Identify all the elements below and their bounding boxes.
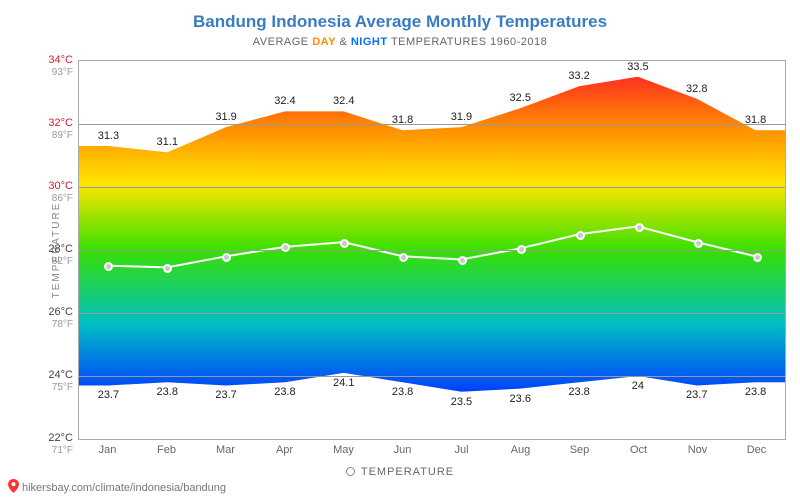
value-label: 23.7 (215, 389, 236, 401)
chart-title: Bandung Indonesia Average Monthly Temper… (0, 0, 800, 32)
value-label: 31.9 (451, 111, 472, 123)
x-tick: May (333, 444, 354, 456)
value-label: 31.1 (157, 136, 178, 148)
avg-marker (694, 239, 703, 248)
value-label: 32.4 (274, 95, 295, 107)
value-label: 31.9 (215, 111, 236, 123)
value-label: 23.7 (686, 389, 707, 401)
y-tick-c: 28°C (48, 243, 73, 255)
value-label: 23.8 (745, 386, 766, 398)
pin-icon (8, 479, 19, 496)
value-label: 24 (632, 380, 644, 392)
y-tick-c: 30°C (48, 180, 73, 192)
chart-wrap: Bandung Indonesia Average Monthly Temper… (0, 0, 800, 500)
x-tick: Dec (747, 444, 767, 456)
y-tick-c: 24°C (48, 369, 73, 381)
y-tick-f: 93°F (52, 67, 73, 78)
y-tick-f: 71°F (52, 445, 73, 456)
y-tick-c: 32°C (48, 117, 73, 129)
x-tick: Sep (570, 444, 590, 456)
avg-marker (222, 253, 231, 262)
y-tick-f: 86°F (52, 193, 73, 204)
x-tick: Aug (511, 444, 531, 456)
value-label: 32.4 (333, 95, 354, 107)
value-label: 23.8 (274, 386, 295, 398)
source-row[interactable]: hikersbay.com/climate/indonesia/bandung (8, 479, 226, 496)
x-tick: Oct (630, 444, 647, 456)
legend: TEMPERATURE (0, 466, 800, 478)
x-tick: Nov (688, 444, 708, 456)
avg-marker (340, 239, 349, 248)
day-word: DAY (312, 36, 336, 48)
value-label: 24.1 (333, 377, 354, 389)
value-label: 33.2 (568, 70, 589, 82)
source-text: hikersbay.com/climate/indonesia/bandung (22, 482, 226, 494)
value-label: 32.8 (686, 83, 707, 95)
y-tick-f: 78°F (52, 319, 73, 330)
y-tick-c: 26°C (48, 306, 73, 318)
value-label: 32.5 (510, 92, 531, 104)
plot-area: 34°C93°F32°C89°F30°C86°F28°C82°F26°C78°F… (78, 60, 786, 440)
value-label: 23.8 (157, 386, 178, 398)
x-tick: Jul (454, 444, 468, 456)
value-label: 31.3 (98, 130, 119, 142)
avg-marker (399, 253, 408, 262)
y-tick-f: 75°F (52, 382, 73, 393)
legend-label: TEMPERATURE (361, 466, 454, 478)
y-tick-f: 82°F (52, 256, 73, 267)
avg-marker (458, 256, 467, 265)
value-label: 23.8 (568, 386, 589, 398)
y-tick-c: 22°C (48, 432, 73, 444)
x-tick: Apr (276, 444, 293, 456)
x-axis-row: Jan Feb Mar Apr May Jun Jul Aug Sep Oct Nov Dec (78, 442, 786, 462)
chart-subtitle: AVERAGE DAY & NIGHT TEMPERATURES 1960-20… (0, 36, 800, 48)
value-label: 33.5 (627, 61, 648, 73)
avg-marker (576, 231, 585, 240)
y-tick-f: 89°F (52, 130, 73, 141)
x-tick: Jan (99, 444, 117, 456)
value-label: 31.8 (745, 114, 766, 126)
x-tick: Jun (394, 444, 412, 456)
value-label: 23.6 (510, 393, 531, 405)
y-tick-c: 34°C (48, 54, 73, 66)
avg-marker (635, 223, 644, 232)
legend-marker-icon (346, 467, 355, 476)
avg-marker (517, 245, 526, 254)
avg-marker (163, 264, 172, 273)
value-label: 31.8 (392, 114, 413, 126)
night-word: NIGHT (351, 36, 388, 48)
value-label: 23.8 (392, 386, 413, 398)
value-label: 23.7 (98, 389, 119, 401)
x-tick: Mar (216, 444, 235, 456)
x-tick: Feb (157, 444, 176, 456)
value-label: 23.5 (451, 396, 472, 408)
avg-marker (753, 253, 762, 262)
